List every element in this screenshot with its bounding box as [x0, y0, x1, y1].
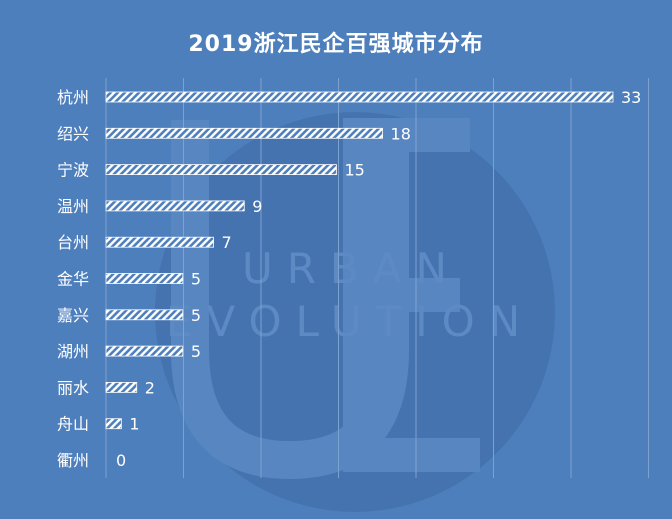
value-label: 5: [191, 270, 201, 289]
value-label: 2: [145, 378, 155, 397]
value-label: 5: [191, 342, 201, 361]
value-label: 5: [191, 306, 201, 325]
category-label: 丽水: [57, 378, 89, 397]
value-label: 18: [391, 124, 411, 143]
bar: [105, 309, 184, 321]
category-label: 宁波: [57, 161, 89, 180]
bar: [105, 381, 138, 393]
value-label: 0: [116, 451, 126, 470]
bar: [105, 164, 337, 176]
category-label: 衢州: [57, 451, 89, 470]
chart-title: 2019浙江民企百强城市分布: [188, 32, 484, 57]
bar: [105, 418, 122, 430]
value-label: 7: [222, 233, 232, 252]
category-label: 金华: [57, 270, 89, 289]
watermark-logo: URBAN EVOLUTION: [155, 112, 555, 512]
value-label: 9: [252, 197, 262, 216]
value-label: 1: [129, 415, 139, 434]
bar: [105, 127, 383, 139]
bar: [105, 273, 184, 284]
bar: [105, 236, 214, 248]
value-label: 15: [344, 161, 364, 180]
category-label: 湖州: [57, 342, 89, 361]
category-label: 绍兴: [57, 124, 89, 143]
bar: [105, 200, 245, 212]
watermark-line-2: EVOLUTION: [166, 297, 534, 346]
category-label: 嘉兴: [57, 306, 89, 325]
value-label: 33: [621, 88, 641, 107]
bar: [105, 91, 614, 103]
category-label: 台州: [57, 233, 89, 252]
watermark-line-1: URBAN: [242, 244, 461, 293]
category-label: 杭州: [57, 88, 89, 107]
bar: [105, 345, 184, 357]
category-label: 舟山: [57, 415, 89, 434]
category-label: 温州: [57, 197, 89, 216]
